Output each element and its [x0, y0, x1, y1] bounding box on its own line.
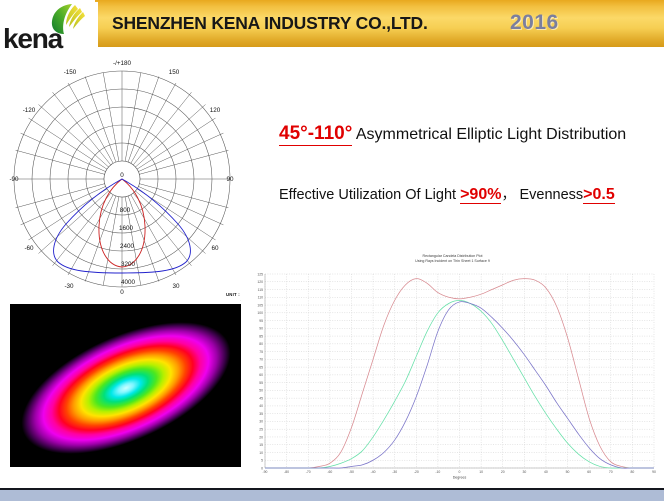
heatmap-svg — [10, 304, 241, 476]
polar-tick-120: 120 — [210, 107, 221, 114]
svg-text:-60: -60 — [327, 470, 332, 474]
polar-radial-4000: 4000 — [121, 279, 136, 286]
svg-text:0: 0 — [261, 466, 263, 470]
subline-text: Effective Utilization Of Light >90%， Eve… — [279, 184, 615, 204]
headline-rest: Asymmetrical Elliptic Light Distribution — [352, 126, 627, 143]
svg-text:125: 125 — [257, 272, 263, 276]
polar-tick-m60: -60 — [24, 245, 34, 252]
svg-text:65: 65 — [259, 365, 263, 369]
svg-text:30: 30 — [522, 470, 526, 474]
svg-text:110: 110 — [258, 296, 264, 300]
page-header: SHENZHEN KENA INDUSTRY CO.,LTD. 2016 ken… — [0, 0, 664, 54]
svg-text:-40: -40 — [371, 470, 376, 474]
left-white-gap — [0, 467, 241, 490]
svg-text:5: 5 — [261, 459, 263, 463]
candela-chart-title: Rectangular Candela Distribution Plot Us… — [241, 254, 664, 265]
polar-radial-1600: 1600 — [119, 225, 134, 232]
svg-text:20: 20 — [501, 470, 505, 474]
svg-text:95: 95 — [259, 319, 263, 323]
header-gold-bar — [95, 0, 664, 47]
svg-text:60: 60 — [587, 470, 591, 474]
polar-tick-60: 60 — [211, 245, 219, 252]
svg-text:75: 75 — [259, 350, 263, 354]
svg-text:45: 45 — [259, 396, 263, 400]
svg-text:-50: -50 — [349, 470, 354, 474]
subline-prefix: Effective Utilization Of Light — [279, 187, 461, 203]
headline-angle-range: 45°-110° — [279, 123, 353, 146]
polar-unit-label: UNIT : cd — [226, 292, 247, 297]
svg-text:0: 0 — [459, 470, 461, 474]
polar-tick-180: -/+180 — [113, 60, 132, 67]
svg-text:120: 120 — [257, 280, 263, 284]
polar-tick-m90: -90 — [9, 176, 19, 183]
svg-text:40: 40 — [259, 404, 263, 408]
polar-tick-m120: -120 — [23, 107, 36, 114]
svg-text:-70: -70 — [306, 470, 311, 474]
year-badge: 2016 — [510, 11, 559, 34]
svg-text:70: 70 — [609, 470, 613, 474]
svg-text:85: 85 — [259, 334, 263, 338]
svg-text:-30: -30 — [392, 470, 397, 474]
svg-text:30: 30 — [259, 420, 263, 424]
svg-text:50: 50 — [566, 470, 570, 474]
polar-chart-svg: -/+180 -150 150 -120 120 -90 90 -60 60 -… — [9, 60, 234, 296]
svg-text:80: 80 — [630, 470, 634, 474]
bottom-blue-strip — [0, 488, 664, 501]
svg-text:-90: -90 — [263, 470, 268, 474]
svg-text:-10: -10 — [435, 470, 440, 474]
candela-title-line2: Using Rays Incident on Thin Sheet 1 Surf… — [415, 259, 490, 264]
polar-tick-m30: -30 — [64, 283, 74, 290]
candela-plot-svg: 0 5 10 15 20 25 30 35 40 45 50 55 60 65 70 75 80 85 90 95 10… — [257, 272, 656, 480]
svg-text:60: 60 — [259, 373, 263, 377]
headline-text: 45°-110° Asymmetrical Elliptic Light Dis… — [279, 123, 627, 146]
polar-radial-3200: 3200 — [121, 261, 136, 268]
svg-text:80: 80 — [259, 342, 263, 346]
polar-radial-2400: 2400 — [120, 243, 135, 250]
candela-title-line1: Rectangular Candela Distribution Plot — [422, 254, 483, 258]
svg-text:40: 40 — [544, 470, 548, 474]
svg-text:105: 105 — [257, 303, 263, 307]
svg-text:10: 10 — [259, 451, 263, 455]
brand-logo: kena — [2, 2, 98, 54]
svg-text:35: 35 — [259, 412, 263, 416]
svg-text:Degrees: Degrees — [453, 476, 467, 480]
svg-text:20: 20 — [259, 435, 263, 439]
candela-distribution-chart: Rectangular Candela Distribution Plot Us… — [241, 252, 664, 490]
polar-light-distribution-chart: -/+180 -150 150 -120 120 -90 90 -60 60 -… — [8, 54, 266, 324]
polar-tick-150: 150 — [169, 69, 180, 76]
svg-text:90: 90 — [259, 327, 263, 331]
svg-text:15: 15 — [259, 443, 263, 447]
svg-text:10: 10 — [479, 470, 483, 474]
polar-radial-0: 0 — [120, 172, 124, 179]
polar-tick-90: 90 — [226, 176, 234, 183]
polar-curve-h — [53, 178, 191, 274]
polar-tick-0b: 0 — [120, 289, 124, 294]
svg-text:90: 90 — [652, 470, 656, 474]
svg-text:100: 100 — [257, 311, 263, 315]
subline-value-2: >0.5 — [583, 186, 615, 204]
svg-text:50: 50 — [259, 389, 263, 393]
polar-curve-v — [98, 178, 146, 268]
svg-text:-20: -20 — [414, 470, 419, 474]
subline-middle: Evenness — [515, 187, 584, 203]
svg-text:115: 115 — [258, 288, 264, 292]
polar-tick-30: 30 — [172, 283, 180, 290]
illuminance-heatmap — [10, 304, 241, 476]
subline-separator: ， — [501, 186, 516, 202]
svg-text:55: 55 — [259, 381, 263, 385]
svg-text:70: 70 — [259, 358, 263, 362]
kena-swoosh-icon — [51, 4, 85, 34]
svg-text:-80: -80 — [284, 470, 289, 474]
polar-radial-800: 800 — [120, 207, 131, 214]
svg-text:25: 25 — [259, 428, 263, 432]
polar-tick-m150: -150 — [64, 69, 77, 76]
company-title: SHENZHEN KENA INDUSTRY CO.,LTD. — [112, 13, 428, 33]
subline-value-1: >90% — [460, 186, 502, 204]
logo-wordmark: kena — [3, 23, 63, 54]
